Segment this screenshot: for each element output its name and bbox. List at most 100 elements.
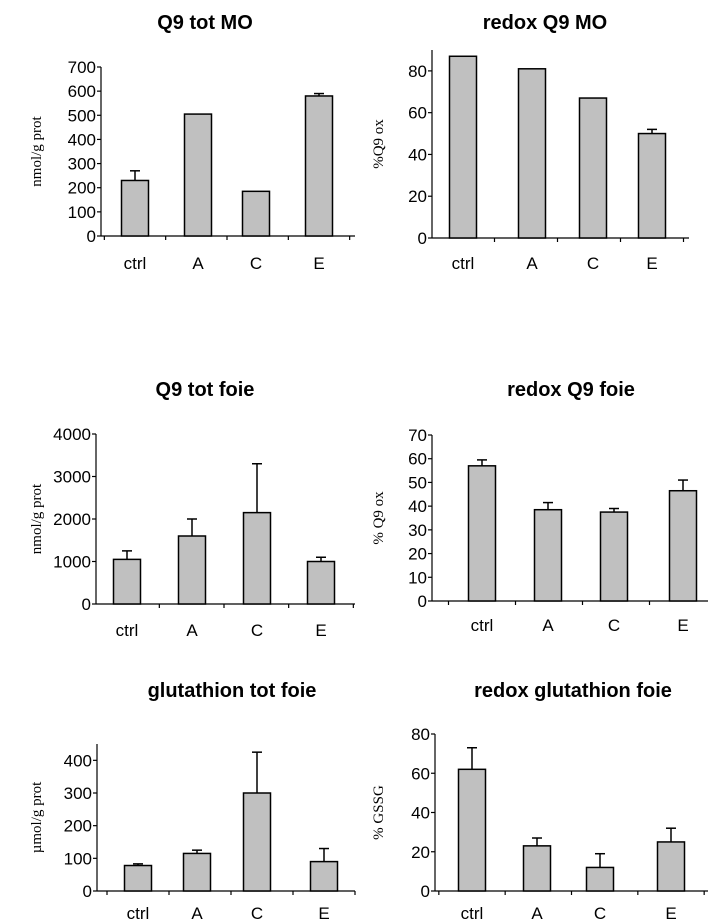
chart-3: Q9 tot foie nmol/g prot 0 1000 2000 3000 4000 c… (29, 379, 355, 640)
bar-C (242, 511, 272, 605)
y-tick-label: 20 (408, 187, 427, 206)
x-category-label: A (542, 616, 554, 635)
y-tick-label: 700 (68, 58, 96, 77)
x-category-label: E (318, 904, 329, 923)
chart-6: redox glutathion foie % GSSG 0 20 40 60 80 ctrl… (371, 680, 708, 923)
y-tick-label: 600 (68, 82, 96, 101)
y-tick-label: 80 (411, 725, 430, 744)
chart-5: glutathion tot foie µmol/g prot 0 100 200 300… (29, 680, 356, 923)
x-category-label: E (677, 616, 688, 635)
x-category-label: C (251, 904, 263, 923)
y-tick-label: 0 (421, 882, 430, 901)
x-category-label: C (594, 904, 606, 923)
bar-E (668, 489, 698, 602)
y-tick-label: 400 (64, 751, 92, 770)
x-category-label: ctrl (452, 254, 475, 273)
bar-A (177, 535, 207, 605)
x-category-label: E (313, 254, 324, 273)
y-tick-label: 0 (82, 595, 91, 614)
y-tick-label: 4000 (53, 425, 91, 444)
bar-ctrl (457, 768, 487, 892)
x-category-label: E (646, 254, 657, 273)
chart-title: glutathion tot foie (148, 680, 317, 702)
y-tick-label: 1000 (53, 553, 91, 572)
bar-ctrl (448, 55, 478, 239)
chart-title: redox glutathion foie (474, 680, 672, 702)
x-category-label: A (526, 254, 538, 273)
chart-4: redox Q9 foie % Q9 ox 0 10 20 30 40 50 60 70 ctrl A… (371, 379, 708, 635)
y-tick-label: 40 (411, 804, 430, 823)
y-tick-label: 60 (408, 104, 427, 123)
bar-ctrl (120, 179, 150, 237)
x-category-label: A (191, 904, 203, 923)
y-tick-label: 300 (68, 155, 96, 174)
chart-title: Q9 tot foie (156, 379, 255, 401)
x-category-label: C (608, 616, 620, 635)
y-tick-label: 100 (64, 849, 92, 868)
bar-A (183, 113, 213, 237)
bar-A (533, 508, 563, 602)
y-axis-label: µmol/g prot (29, 781, 45, 853)
bar-E (306, 560, 336, 605)
y-tick-label: 20 (411, 843, 430, 862)
y-tick-label: 10 (408, 568, 427, 587)
x-category-label: A (531, 904, 543, 923)
y-axis-label: % GSSG (371, 785, 387, 840)
y-tick-label: 200 (64, 817, 92, 836)
x-category-label: ctrl (124, 254, 147, 273)
x-category-label: ctrl (471, 616, 494, 635)
chart-title: Q9 tot MO (157, 12, 253, 34)
x-category-label: A (192, 254, 204, 273)
bar-E (656, 841, 686, 892)
y-axis-label: % Q9 ox (371, 491, 387, 545)
bar-E (309, 860, 339, 892)
y-tick-label: 60 (411, 764, 430, 783)
x-category-label: ctrl (127, 904, 150, 923)
y-tick-label: 300 (64, 784, 92, 803)
y-tick-label: 100 (68, 203, 96, 222)
x-category-label: C (251, 621, 263, 640)
x-category-label: ctrl (116, 621, 139, 640)
bar-ctrl (112, 558, 142, 605)
x-category-label: C (250, 254, 262, 273)
bar-C (585, 866, 615, 892)
y-tick-label: 3000 (53, 468, 91, 487)
y-tick-label: 0 (418, 592, 427, 611)
bar-A (182, 852, 212, 892)
chart-title: redox Q9 foie (507, 379, 635, 401)
y-axis-label: nmol/g prot (29, 115, 45, 186)
y-tick-label: 80 (408, 62, 427, 81)
y-tick-label: 20 (408, 545, 427, 564)
y-tick-label: 2000 (53, 510, 91, 529)
y-tick-label: 50 (408, 473, 427, 492)
y-tick-label: 30 (408, 521, 427, 540)
chart-title: redox Q9 MO (483, 12, 607, 34)
bar-C (242, 792, 272, 892)
bar-C (578, 97, 608, 239)
bar-E (637, 132, 667, 239)
y-axis-label: nmol/g prot (29, 483, 45, 554)
bar-ctrl (123, 864, 153, 892)
bar-C (241, 190, 271, 237)
chart-2: redox Q9 MO %Q9 ox 0 20 40 60 80 ctrl A C E (371, 12, 689, 273)
y-tick-label: 40 (408, 497, 427, 516)
bar-A (522, 845, 552, 892)
y-tick-label: 200 (68, 179, 96, 198)
y-tick-label: 0 (83, 882, 92, 901)
y-axis-label: %Q9 ox (371, 119, 387, 169)
x-category-label: E (665, 904, 676, 923)
x-category-label: A (186, 621, 198, 640)
y-tick-label: 500 (68, 106, 96, 125)
bar-ctrl (467, 465, 497, 602)
chart-1: Q9 tot MO nmol/g prot 0 100 200 300 400 500 600 7… (29, 12, 355, 273)
y-tick-label: 60 (408, 450, 427, 469)
y-tick-label: 0 (418, 229, 427, 248)
y-tick-label: 400 (68, 130, 96, 149)
x-category-label: E (315, 621, 326, 640)
bar-C (599, 511, 629, 602)
y-tick-label: 40 (408, 145, 427, 164)
bar-E (304, 95, 334, 237)
y-tick-label: 0 (87, 227, 96, 246)
x-category-label: C (587, 254, 599, 273)
